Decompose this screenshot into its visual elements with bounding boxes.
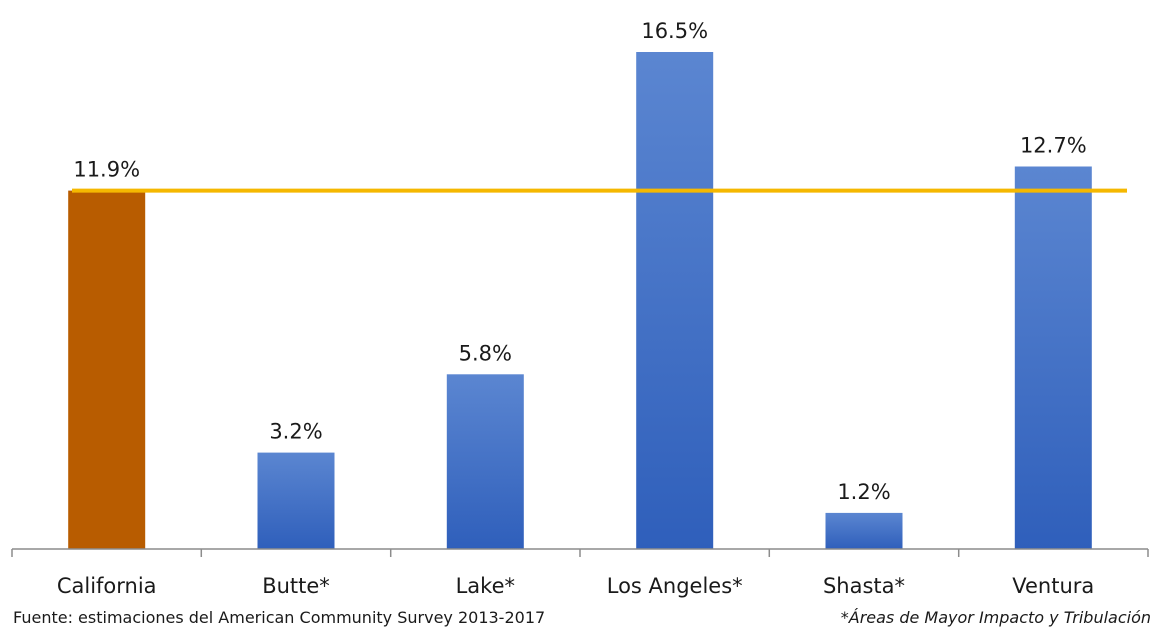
category-label-ventura: Ventura [1012,574,1094,598]
category-label-shasta: Shasta* [823,574,905,598]
value-label-ventura: 12.7% [1020,134,1087,158]
bar-lake [446,374,524,549]
category-label-lake: Lake* [456,574,515,598]
value-label-los-angeles: 16.5% [641,19,708,43]
bar-butte [257,452,335,549]
bar-california [68,190,146,549]
asterisk-footnote: *Áreas de Mayor Impacto y Tribulación [840,608,1151,627]
bar-ventura [1014,166,1092,549]
value-label-shasta: 1.2% [837,480,890,504]
labels-layer: 11.9% California 3.2% Butte* 5.8% Lake* 16.5% L… [57,19,1094,598]
bars-layer [68,52,1092,549]
value-label-california: 11.9% [73,158,140,182]
value-label-butte: 3.2% [269,420,322,444]
category-label-los-angeles: Los Angeles* [607,574,743,598]
source-footnote: Fuente: estimaciones del American Commun… [13,608,546,627]
bar-los-angeles [636,52,714,549]
bar-shasta [825,512,903,549]
x-axis [11,548,1149,557]
category-label-california: California [57,574,157,598]
category-label-butte: Butte* [262,574,330,598]
value-label-lake: 5.8% [459,341,512,365]
